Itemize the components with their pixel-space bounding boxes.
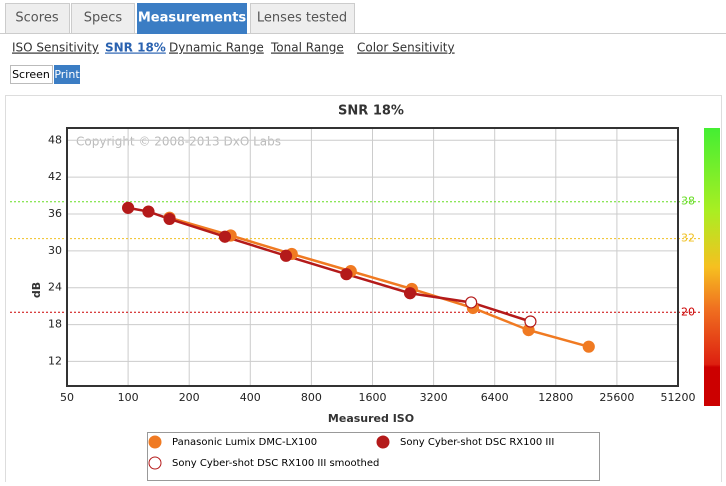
data-point	[582, 340, 595, 353]
x-tick-label: 51200	[661, 391, 696, 404]
subtab[interactable]: Color Sensitivity	[357, 41, 455, 55]
tab[interactable]	[5, 3, 70, 34]
data-point	[163, 212, 176, 226]
reference-label: 32	[681, 232, 695, 245]
y-tick-label: 36	[48, 207, 62, 220]
data-point	[340, 268, 353, 281]
legend-label: Panasonic Lumix DMC-LX100	[172, 437, 317, 448]
y-axis-label: dB	[30, 282, 43, 298]
data-point	[142, 205, 155, 218]
data-point	[122, 201, 135, 214]
x-tick-label: 400	[240, 391, 261, 404]
subtab-active[interactable]: SNR 18%	[105, 41, 166, 55]
x-tick-label: 25600	[599, 391, 634, 404]
tab-active[interactable]	[137, 3, 247, 34]
series-line	[169, 216, 590, 348]
legend-label: Sony Cyber-shot DSC RX100 III	[400, 437, 554, 448]
legend-swatch	[376, 435, 390, 449]
data-point	[403, 287, 417, 300]
color-scale	[704, 128, 720, 406]
subtab[interactable]: Dynamic Range	[169, 41, 264, 55]
x-tick-label: 200	[179, 391, 200, 404]
data-point	[218, 230, 232, 243]
subtab[interactable]: ISO Sensitivity	[12, 41, 99, 55]
plot-border	[66, 127, 679, 387]
tab-label[interactable]: Specs	[84, 11, 123, 26]
x-tick-label: 6400	[481, 391, 509, 404]
chart-title: SNR 18%	[338, 104, 404, 119]
reference-label: 20	[681, 305, 695, 318]
y-tick-label: 12	[48, 354, 62, 367]
y-tick-label: 48	[48, 133, 62, 146]
y-tick-label: 30	[48, 244, 62, 257]
tab-label[interactable]: Measurements	[138, 11, 247, 26]
print-button[interactable]	[54, 65, 80, 84]
x-axis-label: Measured ISO	[328, 412, 414, 425]
button-label[interactable]: Screen	[12, 68, 50, 81]
y-tick-label: 42	[48, 170, 62, 183]
legend	[147, 432, 600, 481]
legend-swatch	[148, 456, 162, 470]
x-tick-label: 12800	[538, 391, 573, 404]
data-point	[524, 315, 537, 328]
x-tick-label: 50	[60, 391, 74, 404]
legend-swatch	[148, 435, 162, 449]
tab-label[interactable]: Scores	[15, 11, 58, 26]
data-point	[279, 249, 293, 262]
subtab[interactable]: Tonal Range	[270, 41, 344, 55]
x-tick-label: 3200	[420, 391, 448, 404]
data-point	[465, 296, 478, 309]
tab-label[interactable]: Lenses tested	[257, 11, 347, 26]
tab-bar: Scores Specs Measurements Lenses tested	[5, 3, 355, 34]
screen-button[interactable]	[10, 65, 53, 84]
x-tick-label: 100	[118, 391, 139, 404]
reference-label: 38	[681, 195, 695, 208]
copyright: Copyright © 2008-2013 DxO Labs	[76, 135, 281, 149]
y-tick-label: 24	[48, 281, 62, 294]
subtab-bar: ISO Sensitivity SNR 18% Dynamic Range To…	[12, 41, 455, 55]
legend-label: Sony Cyber-shot DSC RX100 III smoothed	[172, 458, 379, 469]
x-tick-label: 1600	[359, 391, 387, 404]
button-label[interactable]: Print	[54, 68, 80, 81]
tab[interactable]	[250, 3, 355, 34]
x-tick-label: 800	[301, 391, 322, 404]
tab[interactable]	[71, 3, 135, 34]
y-tick-label: 18	[48, 318, 62, 331]
